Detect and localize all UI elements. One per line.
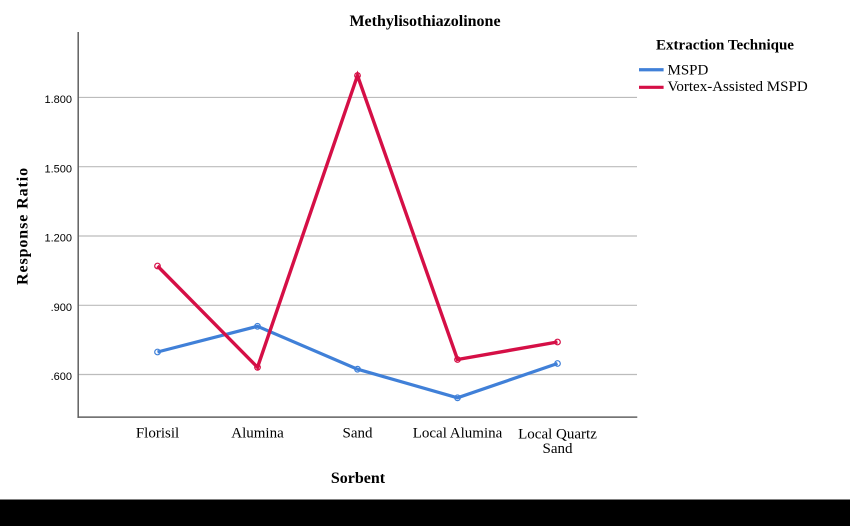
svg-text:Local Quartz: Local Quartz [518,426,597,442]
svg-text:Vortex-Assisted MSPD: Vortex-Assisted MSPD [668,79,808,95]
svg-text:1.500: 1.500 [44,163,72,175]
svg-text:1.200: 1.200 [44,233,72,245]
svg-text:Sorbent: Sorbent [331,470,386,487]
svg-text:Alumina: Alumina [231,426,284,442]
svg-text:Response Ratio: Response Ratio [15,167,32,285]
svg-text:Extraction Technique: Extraction Technique [656,38,794,54]
svg-text:Florisil: Florisil [136,426,179,442]
svg-text:Local Alumina: Local Alumina [413,426,503,442]
svg-text:Sand: Sand [343,426,374,442]
svg-text:.900: .900 [51,302,72,314]
svg-text:Methylisothiazolinone: Methylisothiazolinone [349,13,500,30]
svg-text:Sand: Sand [543,441,574,457]
svg-text:MSPD: MSPD [668,62,709,78]
svg-text:1.800: 1.800 [44,94,72,106]
svg-text:.600: .600 [51,371,72,383]
